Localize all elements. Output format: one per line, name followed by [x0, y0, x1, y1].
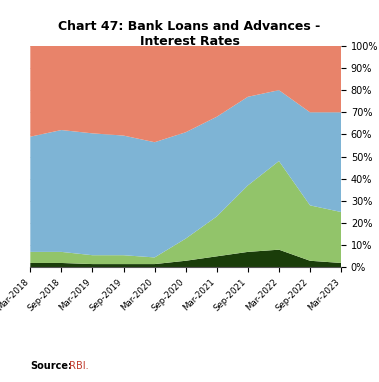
Text: Chart 47: Bank Loans and Advances -
Interest Rates: Chart 47: Bank Loans and Advances - Inte… — [58, 20, 321, 49]
Text: Source:: Source: — [30, 361, 72, 371]
Text: RBI.: RBI. — [66, 361, 89, 371]
